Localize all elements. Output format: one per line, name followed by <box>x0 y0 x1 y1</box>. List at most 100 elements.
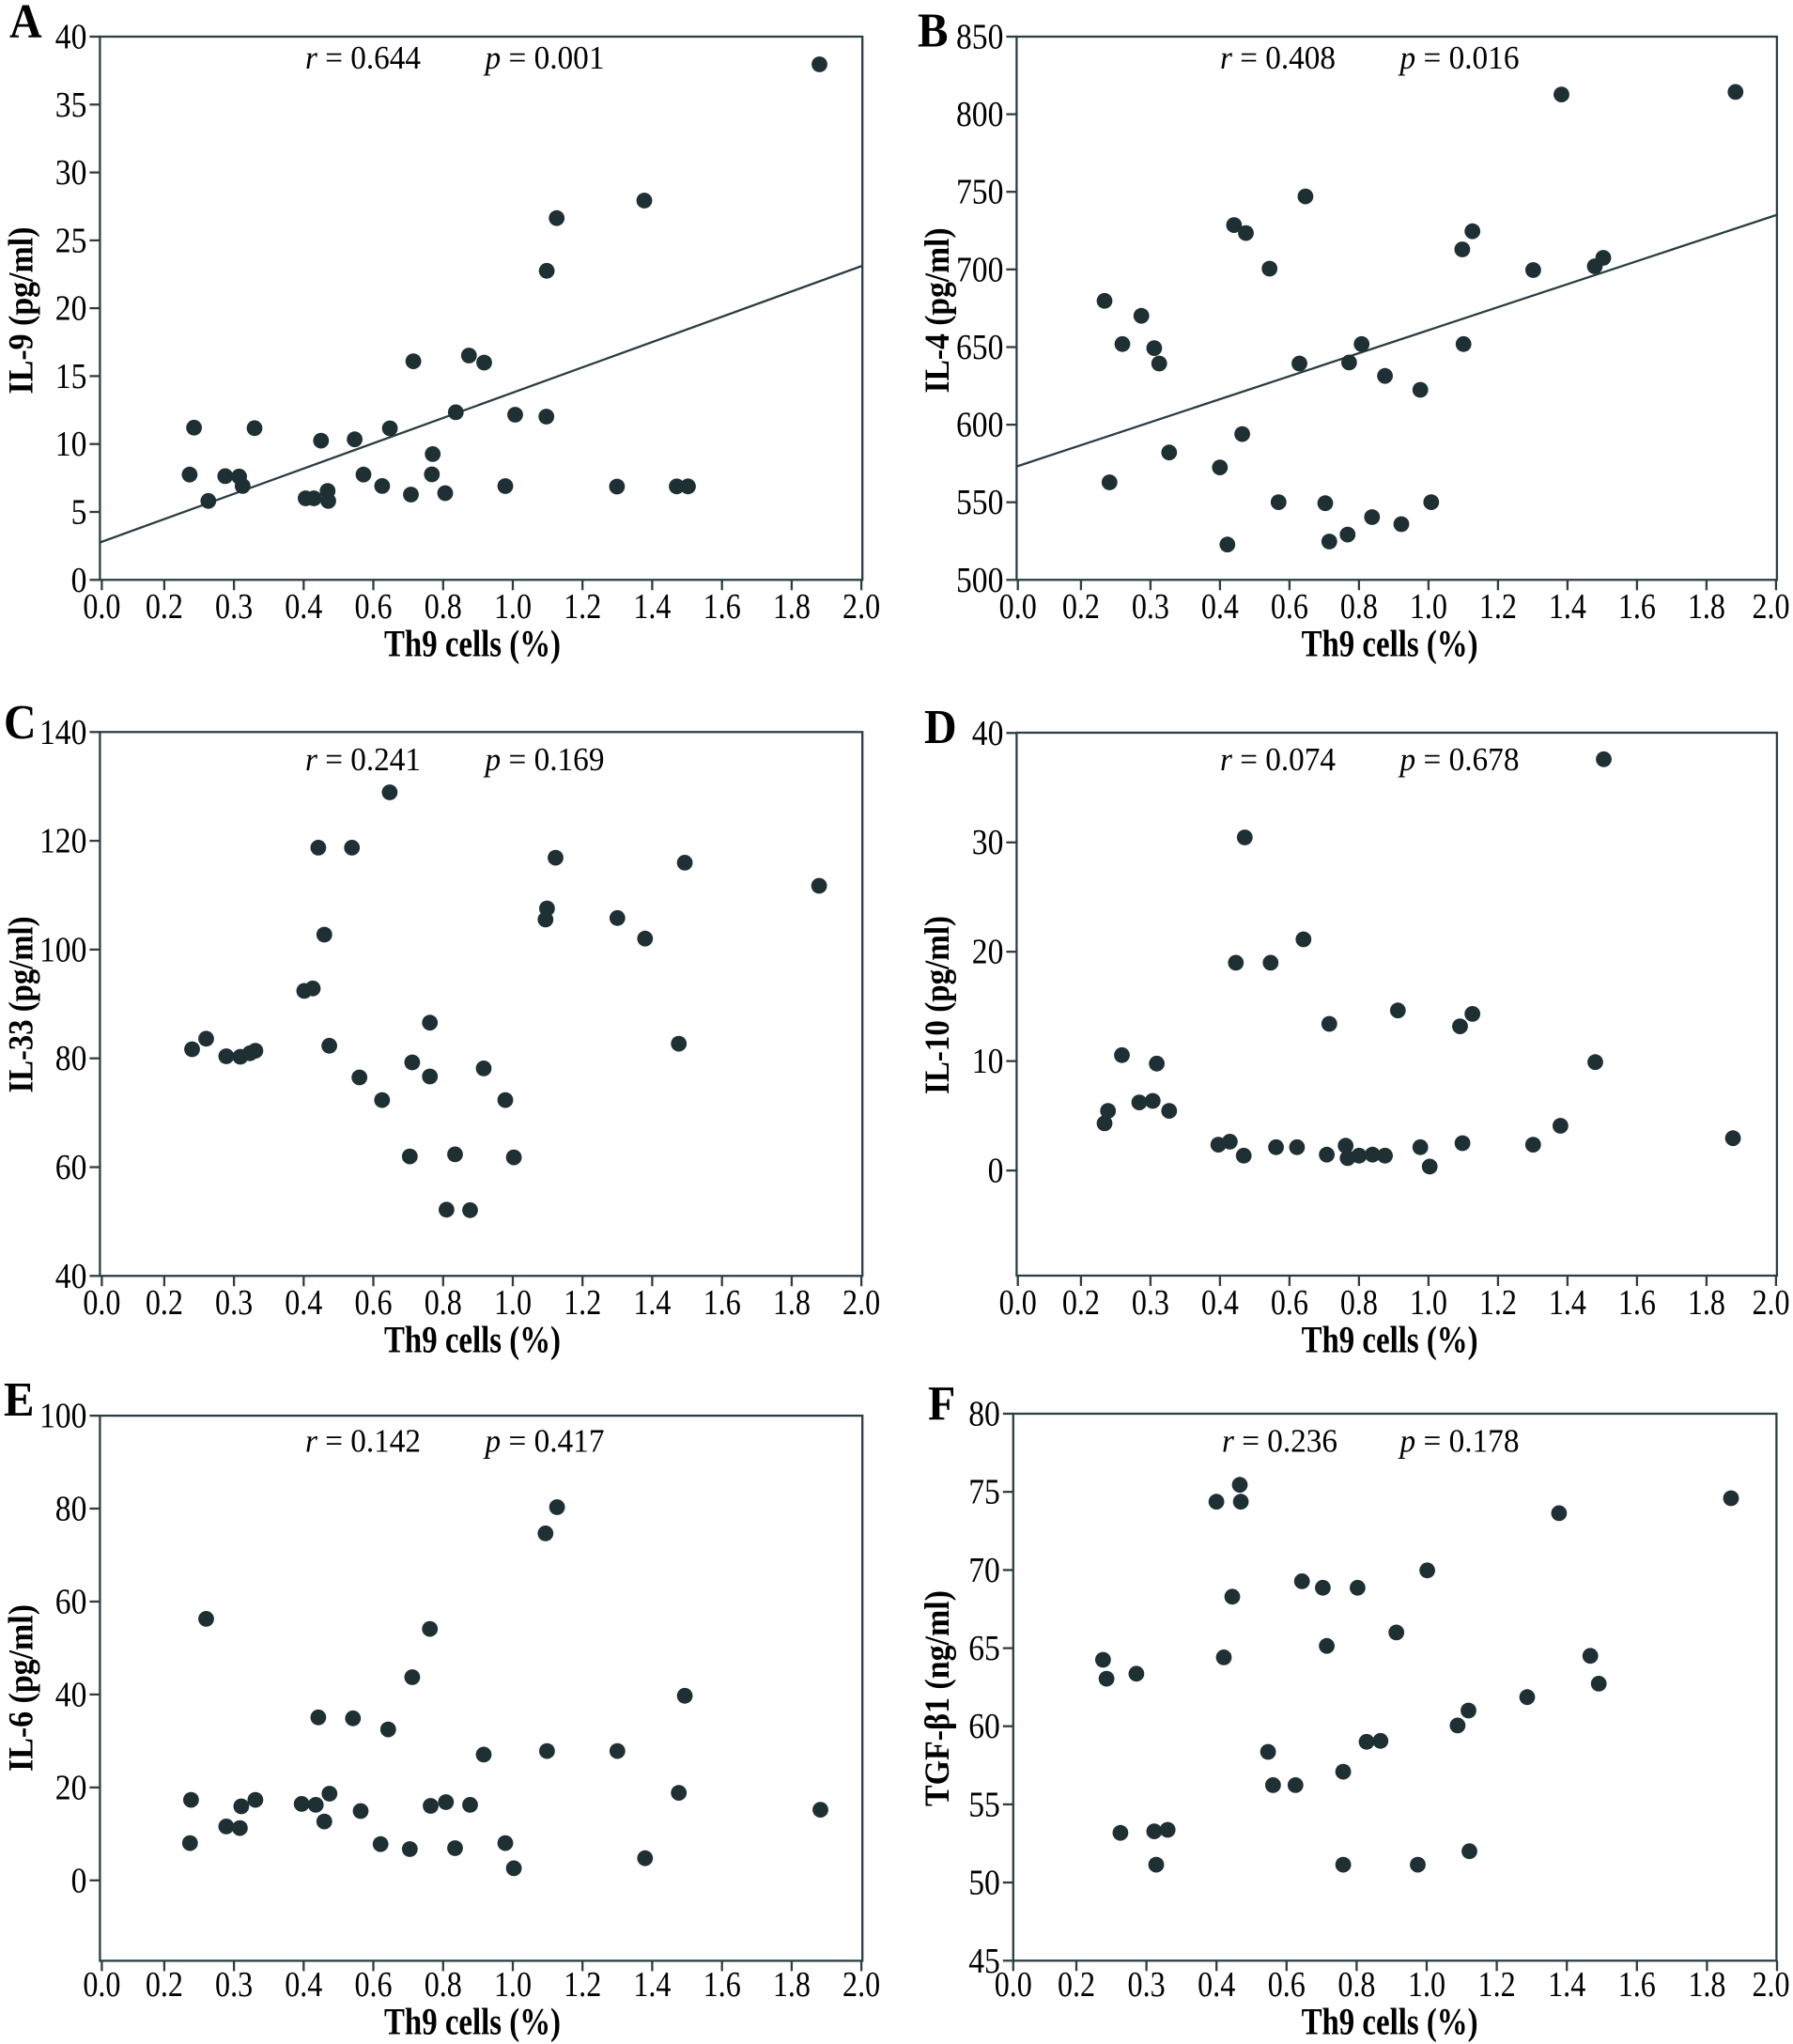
svg-text:0.8: 0.8 <box>425 1283 462 1323</box>
svg-text:1.6: 1.6 <box>1618 1283 1656 1323</box>
svg-text:0.2: 0.2 <box>1058 1965 1095 2005</box>
svg-text:120: 120 <box>39 822 86 861</box>
svg-text:5: 5 <box>71 493 87 533</box>
svg-text:Th9 cells (%): Th9 cells (%) <box>1302 623 1478 665</box>
svg-text:0: 0 <box>988 1152 1004 1191</box>
svg-text:0.3: 0.3 <box>1132 587 1169 627</box>
svg-text:0.3: 0.3 <box>215 587 253 627</box>
svg-text:Th9 cells (%): Th9 cells (%) <box>384 1319 561 1361</box>
svg-text:2.0: 2.0 <box>842 1965 880 2005</box>
svg-text:0.8: 0.8 <box>425 587 462 627</box>
svg-text:1.4: 1.4 <box>633 1965 671 2005</box>
svg-text:40: 40 <box>972 714 1004 753</box>
svg-text:550: 550 <box>956 483 1003 522</box>
svg-text:0: 0 <box>71 561 87 600</box>
svg-text:0.4: 0.4 <box>285 587 322 627</box>
svg-text:0.0: 0.0 <box>995 1965 1032 2005</box>
svg-text:F: F <box>928 1377 955 1431</box>
svg-text:IL-10 (pg/ml): IL-10 (pg/ml) <box>919 916 957 1094</box>
svg-text:2.0: 2.0 <box>1752 1965 1789 2005</box>
svg-text:Th9 cells (%): Th9 cells (%) <box>384 2001 561 2043</box>
svg-text:IL-6 (pg/ml): IL-6 (pg/ml) <box>2 1604 40 1772</box>
svg-text:2.0: 2.0 <box>842 1283 880 1323</box>
svg-text:60: 60 <box>55 1583 87 1622</box>
svg-text:15: 15 <box>55 357 87 396</box>
svg-text:70: 70 <box>968 1551 1000 1590</box>
svg-text:0.4: 0.4 <box>1201 587 1239 627</box>
svg-text:Th9 cells (%): Th9 cells (%) <box>1302 1319 1478 1361</box>
svg-text:140: 140 <box>39 713 86 752</box>
svg-text:r = 0.074: r = 0.074 <box>1220 741 1336 778</box>
svg-text:r = 0.241: r = 0.241 <box>305 741 421 778</box>
svg-text:25: 25 <box>55 221 87 260</box>
svg-text:C: C <box>4 696 37 750</box>
svg-text:0.8: 0.8 <box>425 1965 462 2005</box>
svg-text:1.4: 1.4 <box>633 1283 671 1323</box>
svg-text:0.3: 0.3 <box>1132 1283 1169 1323</box>
svg-text:0.8: 0.8 <box>1337 1965 1375 2005</box>
svg-text:0.6: 0.6 <box>1268 1965 1306 2005</box>
svg-text:1.2: 1.2 <box>564 1283 601 1323</box>
svg-text:40: 40 <box>55 1257 87 1296</box>
svg-text:750: 750 <box>956 173 1003 212</box>
svg-text:0.2: 0.2 <box>146 587 183 627</box>
svg-text:r = 0.644: r = 0.644 <box>305 39 421 76</box>
svg-text:1.2: 1.2 <box>1479 1283 1517 1323</box>
svg-text:E: E <box>4 1373 35 1427</box>
svg-text:80: 80 <box>55 1490 87 1529</box>
svg-text:1.4: 1.4 <box>1548 1965 1585 2005</box>
svg-text:IL-4 (pg/ml): IL-4 (pg/ml) <box>919 228 957 394</box>
svg-text:1.6: 1.6 <box>703 1283 741 1323</box>
svg-text:55: 55 <box>968 1785 1000 1824</box>
svg-text:p = 0.001: p = 0.001 <box>483 39 605 76</box>
svg-text:0.8: 0.8 <box>1340 587 1378 627</box>
svg-text:0.6: 0.6 <box>354 587 392 627</box>
svg-text:Th9 cells (%): Th9 cells (%) <box>384 623 561 665</box>
svg-text:1.6: 1.6 <box>1618 1965 1656 2005</box>
svg-text:p = 0.178: p = 0.178 <box>1398 1423 1520 1460</box>
svg-text:0.8: 0.8 <box>1340 1283 1378 1323</box>
svg-text:1.6: 1.6 <box>703 1965 741 2005</box>
svg-text:B: B <box>918 4 949 57</box>
svg-text:TGF-β1 (ng/ml): TGF-β1 (ng/ml) <box>919 1590 957 1806</box>
svg-text:0.6: 0.6 <box>1271 1283 1308 1323</box>
svg-text:r = 0.408: r = 0.408 <box>1220 39 1336 76</box>
svg-text:1.8: 1.8 <box>1688 587 1725 627</box>
svg-text:p = 0.417: p = 0.417 <box>483 1423 605 1460</box>
svg-text:30: 30 <box>972 823 1004 862</box>
svg-text:100: 100 <box>39 930 86 969</box>
svg-text:0.2: 0.2 <box>146 1283 183 1323</box>
svg-text:100: 100 <box>39 1397 86 1436</box>
svg-text:60: 60 <box>55 1148 87 1187</box>
svg-text:1.2: 1.2 <box>1478 1965 1516 2005</box>
svg-text:1.8: 1.8 <box>773 1283 811 1323</box>
svg-text:1.0: 1.0 <box>494 587 532 627</box>
svg-text:0: 0 <box>71 1861 87 1900</box>
svg-text:0.0: 0.0 <box>83 587 120 627</box>
svg-text:0.4: 0.4 <box>285 1283 322 1323</box>
svg-text:0.4: 0.4 <box>1201 1283 1239 1323</box>
svg-text:80: 80 <box>968 1395 1000 1434</box>
svg-text:1.4: 1.4 <box>1549 1283 1586 1323</box>
svg-text:0.6: 0.6 <box>1271 587 1308 627</box>
svg-text:75: 75 <box>968 1473 1000 1512</box>
svg-text:0.4: 0.4 <box>1198 1965 1235 2005</box>
svg-text:600: 600 <box>956 406 1003 445</box>
svg-text:0.3: 0.3 <box>215 1283 253 1323</box>
svg-text:A: A <box>9 0 42 49</box>
svg-text:80: 80 <box>55 1039 87 1078</box>
svg-text:1.2: 1.2 <box>564 1965 601 2005</box>
svg-text:650: 650 <box>956 328 1003 367</box>
svg-text:r = 0.142: r = 0.142 <box>305 1423 421 1460</box>
svg-text:0.0: 0.0 <box>83 1283 120 1323</box>
svg-text:r = 0.236: r = 0.236 <box>1222 1423 1337 1460</box>
svg-text:45: 45 <box>968 1942 1000 1981</box>
svg-text:Th9 cells (%): Th9 cells (%) <box>1302 2001 1478 2043</box>
svg-text:1.0: 1.0 <box>1408 1965 1445 2005</box>
svg-text:20: 20 <box>972 933 1004 972</box>
svg-text:20: 20 <box>55 289 87 329</box>
svg-text:40: 40 <box>55 18 87 57</box>
svg-text:IL-33 (pg/ml): IL-33 (pg/ml) <box>2 917 40 1093</box>
svg-text:50: 50 <box>968 1864 1000 1903</box>
svg-text:35: 35 <box>55 85 87 125</box>
